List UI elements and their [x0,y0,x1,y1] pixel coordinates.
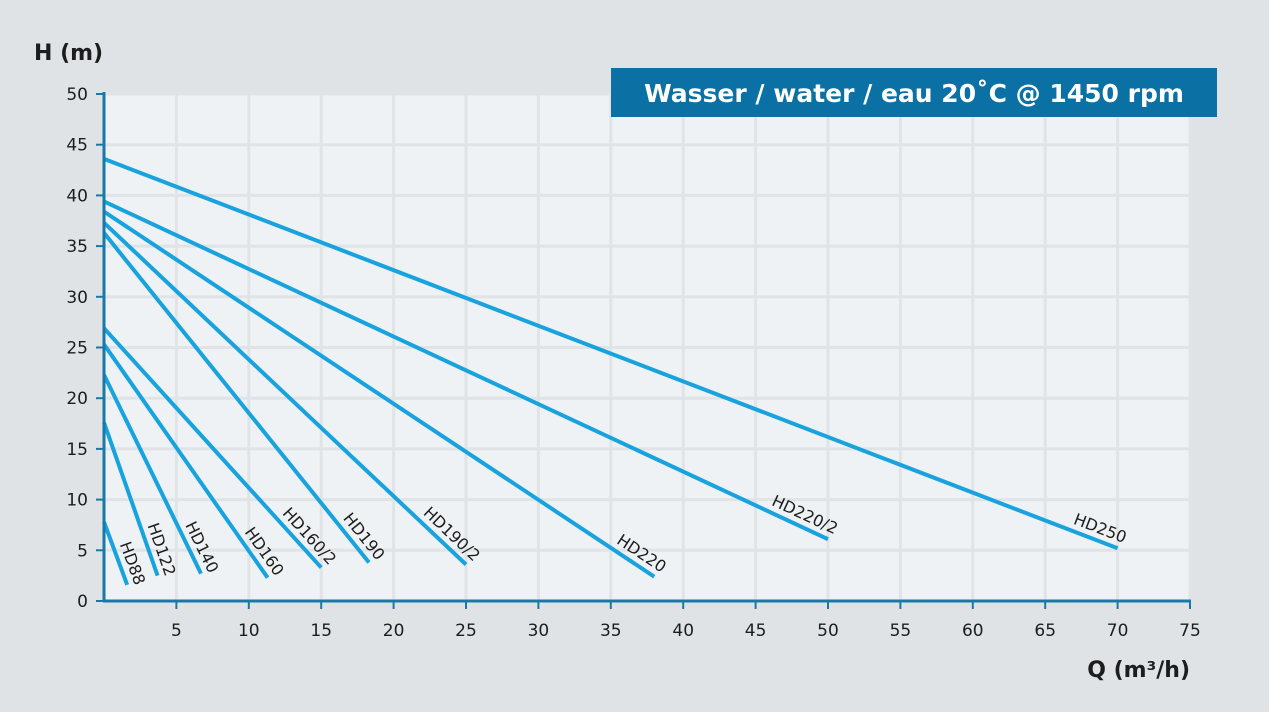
x-tick-label: 75 [1179,621,1201,641]
y-tick-label: 40 [66,186,88,206]
y-tick-label: 45 [66,136,88,156]
y-tick-label: 15 [66,440,88,460]
y-axis-title: H (m) [34,41,103,66]
title-banner [611,68,1217,117]
y-tick-label: 50 [66,85,88,105]
y-tick-label: 25 [66,339,88,359]
curves [102,157,1119,586]
x-tick-label: 25 [455,621,477,641]
x-tick-label: 10 [238,621,260,641]
curve-line [102,374,203,575]
x-tick-label: 20 [383,621,405,641]
x-axis-title: Q (m³/h) [1087,658,1190,683]
y-tick-label: 0 [77,592,88,612]
y-tick-label: 5 [77,541,88,561]
curve-line [102,521,130,586]
curve-line [102,231,371,564]
y-tick-label: 35 [66,237,88,257]
curve-line [102,221,468,566]
curve-line [102,326,323,569]
curve-line [102,209,656,579]
x-tick-label: 15 [310,621,332,641]
x-tick-label: 55 [890,621,912,641]
x-tick-label: 50 [817,621,839,641]
y-tick-label: 20 [66,389,88,409]
curve-line [103,199,829,541]
axes [96,92,1191,609]
chart-title: Wasser / water / eau 20˚C @ 1450 rpm [644,79,1184,108]
curve-line [103,157,1119,551]
x-tick-label: 40 [672,621,694,641]
curve-line [102,343,270,579]
curve-line [102,421,160,577]
y-tick-label: 30 [66,288,88,308]
x-tick-label: 60 [962,621,984,641]
x-tick-label: 35 [600,621,622,641]
x-tick-label: 5 [171,621,182,641]
x-tick-label: 45 [745,621,767,641]
y-tick-label: 10 [66,491,88,511]
x-tick-label: 30 [528,621,550,641]
x-tick-label: 65 [1034,621,1056,641]
tick-labels: 0 5 10 15 20 25 30 35 40 45 50 5 10 15 20 25 30 35 40 45 50 5… [66,85,1200,641]
x-tick-label: 70 [1107,621,1129,641]
